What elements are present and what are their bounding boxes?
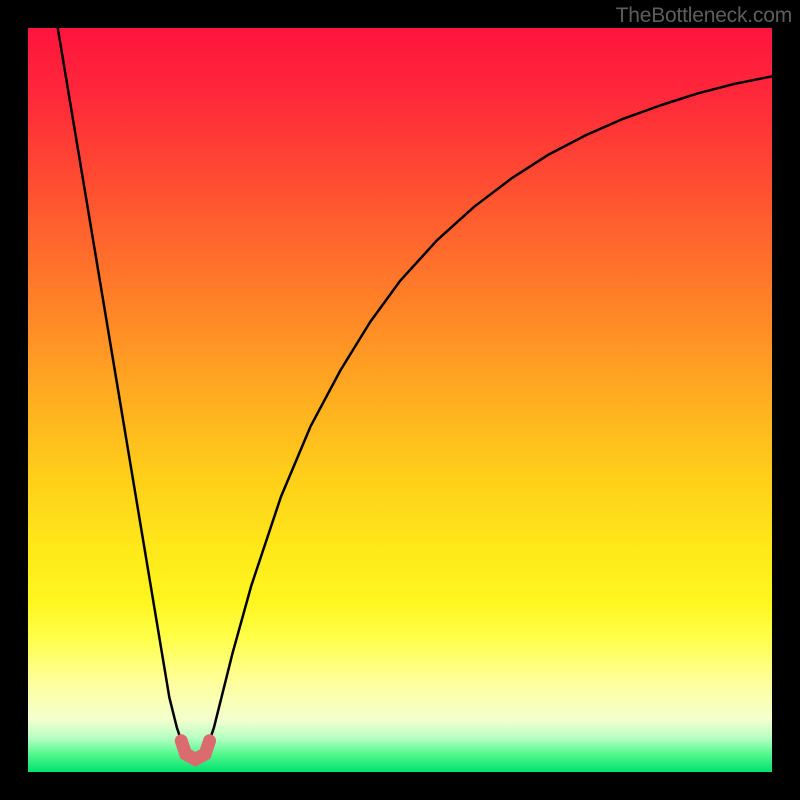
watermark-text: TheBottleneck.com	[616, 4, 792, 28]
gradient-background	[28, 28, 772, 772]
chart-frame: TheBottleneck.com	[0, 0, 800, 800]
plot-area	[28, 28, 772, 772]
plot-svg	[28, 28, 772, 772]
